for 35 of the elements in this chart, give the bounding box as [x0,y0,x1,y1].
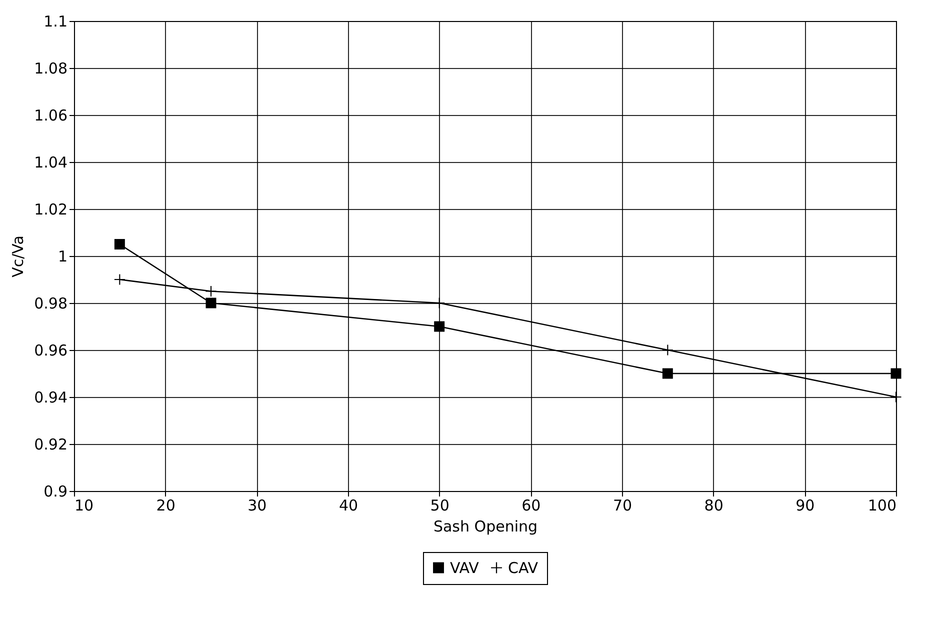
y-axis-title: Vc/Va [9,236,28,278]
x-tick-label: 70 [612,496,632,514]
y-tick-label: 1 [58,248,68,266]
point [206,298,216,308]
y-tick-label: 1.04 [34,154,68,172]
x-tick-label: 60 [522,496,541,514]
x-tick-label: 80 [704,496,724,514]
legend-label: VAV [450,558,480,577]
x-axis-title: Sash Opening [433,518,538,536]
point [206,286,216,296]
legend-label: CAV [508,558,539,577]
x-tick-label: 10 [74,496,94,514]
x-tick-label: 30 [248,496,267,514]
x-tick-label: 90 [796,496,815,514]
point [114,239,125,250]
x-tick-label: 40 [338,496,358,514]
x-tick-label: 100 [868,496,896,514]
point [114,274,125,285]
y-tick-label: 1.06 [34,106,68,124]
point [662,344,673,356]
point [890,392,902,402]
y-tick-label: 0.96 [34,342,68,360]
point [662,368,673,379]
x-tick-label: 20 [156,496,176,514]
y-tick-label: 0.9 [44,482,68,500]
y-tick-label: 1.08 [34,60,68,78]
point [434,298,445,308]
point [434,321,445,332]
y-tick-label: 1.1 [44,12,68,30]
y-tick-label: 0.98 [34,294,68,312]
y-tick-label: 0.92 [34,436,68,454]
y-tick-label: 0.94 [34,388,68,406]
y-tick-label: 1.02 [34,200,68,218]
x-tick-label: 50 [430,496,450,514]
point [890,368,902,379]
